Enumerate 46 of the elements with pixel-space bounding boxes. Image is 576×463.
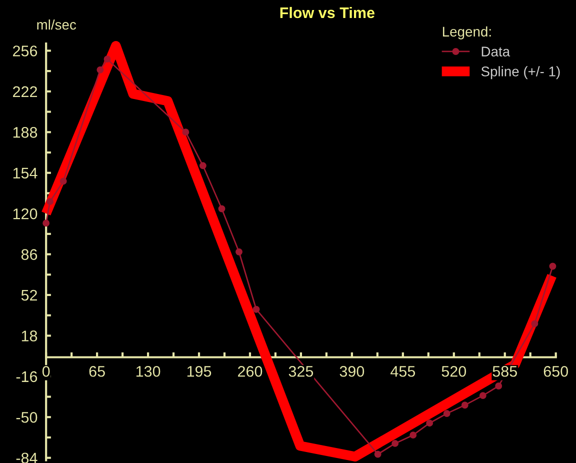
- y-tick-label: 154: [13, 168, 38, 179]
- point: [252, 306, 260, 313]
- x-tick-label: 195: [187, 366, 212, 377]
- point: [549, 262, 556, 270]
- point: [531, 320, 538, 328]
- x-tick-label: 65: [89, 366, 105, 377]
- legend-title: Legend:: [442, 26, 491, 40]
- y-tick-label: 120: [13, 208, 38, 220]
- point: [104, 56, 111, 63]
- point: [495, 382, 502, 390]
- point: [461, 402, 468, 409]
- y-tick-label: -50: [16, 412, 38, 423]
- x-tick-label: 260: [238, 366, 262, 377]
- point: [218, 205, 226, 212]
- point: [60, 178, 67, 185]
- x-tick-label: 455: [390, 366, 416, 377]
- x-tick-label: 0: [42, 366, 50, 377]
- point: [392, 440, 399, 447]
- y-tick-label: 256: [13, 46, 38, 56]
- y-tick-label: 52: [21, 290, 37, 301]
- point: [443, 410, 450, 417]
- y-tick-label: 86: [21, 249, 38, 260]
- y-tick-label: 18: [22, 330, 38, 342]
- chart-title: Flow vs Time: [280, 6, 374, 18]
- y-tick-label: 222: [13, 86, 37, 97]
- point: [426, 420, 434, 427]
- point: [410, 432, 417, 439]
- y-axis-title: ml/sec: [37, 19, 76, 30]
- legend-label: Data: [482, 46, 510, 56]
- y-tick-label: -16: [16, 371, 38, 382]
- legend-label: Spline (+/- 1): [481, 66, 560, 80]
- point: [182, 128, 190, 136]
- y-tick-label: 188: [13, 127, 38, 138]
- point: [42, 220, 50, 227]
- point: [479, 392, 486, 400]
- point: [46, 198, 54, 206]
- x-tick-label: 130: [136, 366, 160, 377]
- x-tick-label: 520: [442, 366, 466, 377]
- point: [96, 66, 104, 74]
- point: [374, 450, 382, 458]
- x-tick-label: 325: [288, 366, 314, 377]
- point: [236, 248, 242, 256]
- x-tick-label: 390: [340, 366, 364, 377]
- x-tick-label: 650: [544, 366, 568, 377]
- point: [199, 162, 206, 170]
- x-tick-label: 585: [492, 366, 517, 377]
